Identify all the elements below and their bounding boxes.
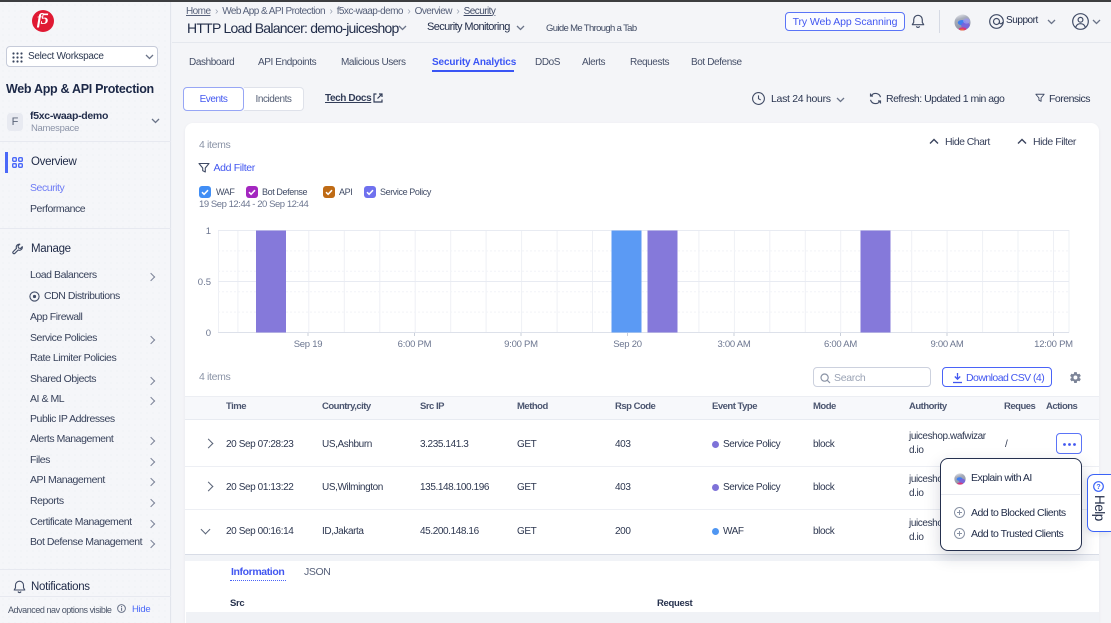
svg-text:9:00 PM: 9:00 PM — [504, 339, 538, 350]
svg-text:12:00 PM: 12:00 PM — [1034, 339, 1073, 350]
svg-text:1: 1 — [206, 226, 211, 237]
svg-text:?: ? — [1096, 484, 1100, 491]
svg-text:3:00 AM: 3:00 AM — [717, 339, 750, 350]
svg-text:Sep 20: Sep 20 — [613, 339, 642, 350]
svg-text:6:00 AM: 6:00 AM — [824, 339, 857, 350]
svg-text:6:00 PM: 6:00 PM — [398, 339, 432, 350]
svg-text:9:00 AM: 9:00 AM — [930, 339, 963, 350]
svg-text:0.5: 0.5 — [198, 277, 211, 288]
svg-text:0: 0 — [206, 328, 211, 339]
svg-text:Sep 19: Sep 19 — [294, 339, 323, 350]
